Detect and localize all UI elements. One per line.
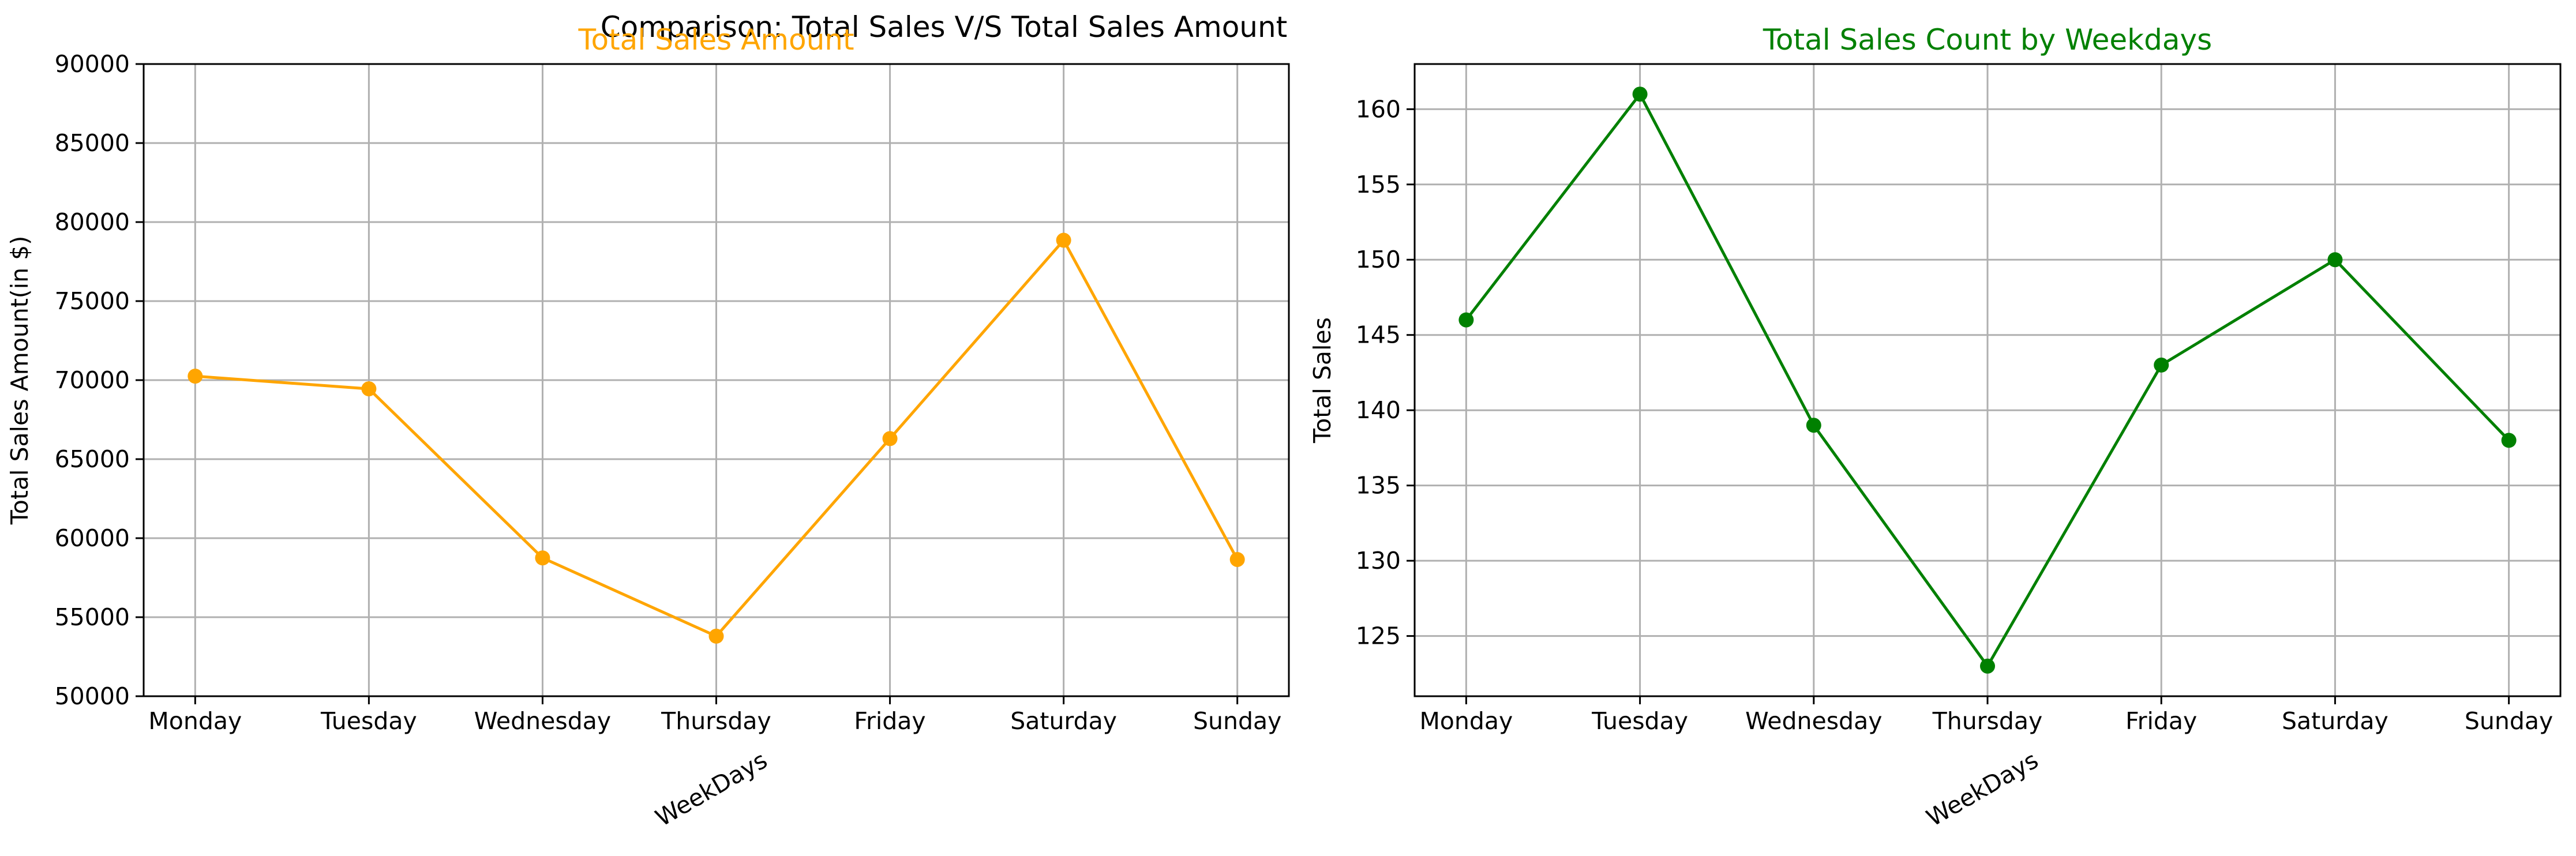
chart-title-count: Total Sales Count by Weekdays bbox=[1763, 23, 2212, 57]
y-tick-label: 155 bbox=[1356, 171, 1401, 198]
data-point-count bbox=[1980, 658, 1995, 674]
x-tick-label: Friday bbox=[2125, 707, 2197, 735]
data-point-count bbox=[2154, 357, 2169, 373]
y-tick-label: 130 bbox=[1356, 547, 1401, 575]
data-point-count bbox=[1806, 418, 1821, 433]
y-tick-label: 140 bbox=[1356, 396, 1401, 424]
x-tick-label: Wednesday bbox=[474, 707, 611, 735]
x-tick-label: Thursday bbox=[661, 707, 771, 735]
y-tick-label: 50000 bbox=[55, 682, 130, 710]
y-axis-label-amount: Total Sales Amount(in $) bbox=[6, 236, 33, 525]
x-tick-label: Saturday bbox=[2282, 707, 2388, 735]
x-tick-label: Thursday bbox=[1932, 707, 2043, 735]
chart-total-sales-amount: Monday Tuesday Wednesday Thursday Friday Satu… bbox=[6, 23, 1290, 832]
x-tick-label: Tuesday bbox=[1591, 707, 1688, 735]
figure-suptitle: Comparison: Total Sales V/S Total Sales … bbox=[601, 10, 1288, 44]
y-tick-label: 55000 bbox=[55, 603, 130, 631]
data-point-amount bbox=[882, 431, 898, 446]
grid-lines-count bbox=[1415, 64, 2560, 696]
data-point-count bbox=[1458, 312, 1474, 328]
x-axis-label-count: WeekDays bbox=[1922, 746, 2043, 832]
data-point-amount bbox=[361, 381, 377, 397]
x-tick-label: Tuesday bbox=[320, 707, 417, 735]
y-tick-label: 90000 bbox=[55, 50, 130, 78]
y-tick-label: 150 bbox=[1356, 246, 1401, 273]
x-tick-label: Friday bbox=[854, 707, 925, 735]
data-point-amount bbox=[535, 550, 550, 566]
y-tick-label: 160 bbox=[1356, 95, 1401, 123]
x-tick-label: Wednesday bbox=[1745, 707, 1882, 735]
y-tick-label: 80000 bbox=[55, 208, 130, 236]
y-tick-label: 145 bbox=[1356, 321, 1401, 349]
grid-lines-amount bbox=[144, 63, 1289, 697]
x-tick-label: Sunday bbox=[1193, 707, 1281, 735]
data-point-amount bbox=[188, 369, 203, 384]
data-point-amount bbox=[1056, 232, 1071, 248]
y-tick-label: 85000 bbox=[55, 129, 130, 157]
x-tick-label: Monday bbox=[148, 707, 242, 735]
y-tick-label: 135 bbox=[1356, 472, 1401, 500]
y-tick-label: 60000 bbox=[55, 524, 130, 552]
data-point-amount bbox=[708, 628, 724, 644]
y-tick-label: 125 bbox=[1356, 622, 1401, 650]
y-axis-label-count: Total Sales bbox=[1308, 317, 1336, 444]
data-point-amount bbox=[1229, 551, 1245, 567]
chart-total-sales-count: Monday Tuesday Wednesday Thursday Friday Satu… bbox=[1308, 23, 2562, 832]
x-tick-label: Saturday bbox=[1010, 707, 1117, 735]
y-tick-label: 65000 bbox=[55, 445, 130, 473]
y-tick-label: 75000 bbox=[55, 287, 130, 315]
data-point-count bbox=[2501, 433, 2517, 448]
x-axis-label-amount: WeekDays bbox=[651, 746, 772, 832]
x-tick-label: Monday bbox=[1419, 707, 1513, 735]
y-tick-label: 70000 bbox=[55, 366, 130, 394]
x-tick-label: Sunday bbox=[2465, 707, 2553, 735]
data-point-count bbox=[2327, 252, 2343, 268]
chart-title-amount: Total Sales Amount bbox=[578, 23, 854, 57]
data-point-count bbox=[1632, 87, 1648, 102]
